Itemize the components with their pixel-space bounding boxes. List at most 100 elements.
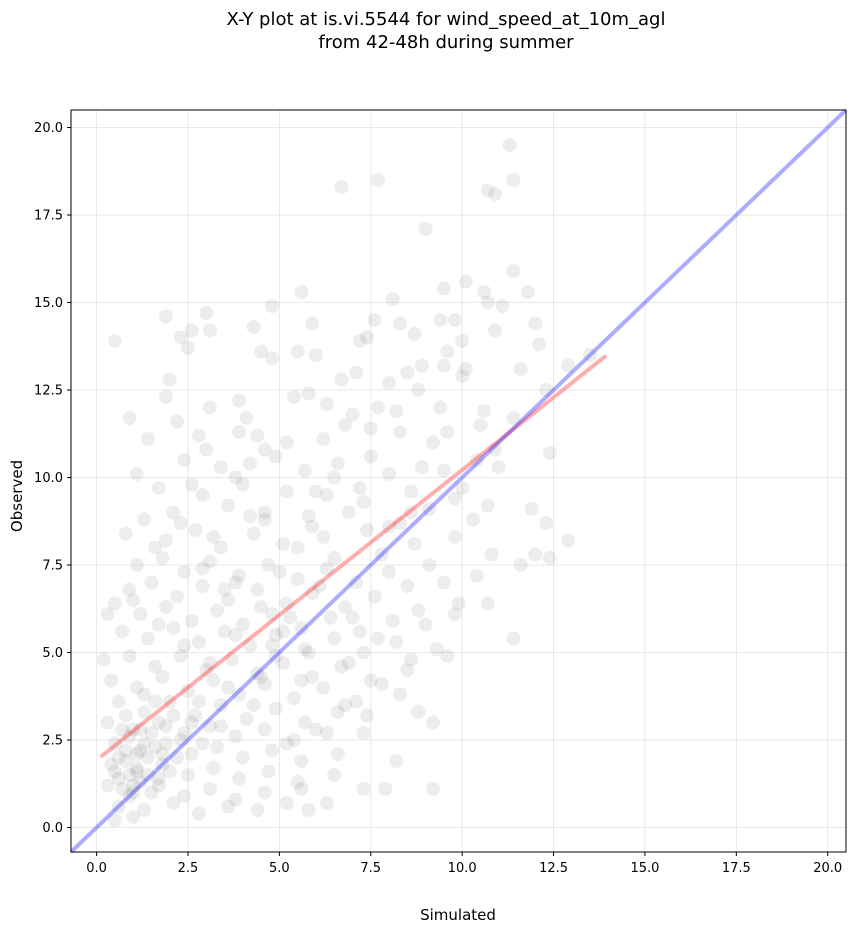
data-point xyxy=(213,540,228,555)
data-point xyxy=(400,365,415,380)
data-point xyxy=(206,673,221,688)
data-point xyxy=(254,670,269,684)
data-point xyxy=(290,572,305,586)
data-point xyxy=(305,670,320,684)
data-point xyxy=(155,747,170,761)
data-point xyxy=(338,698,353,712)
data-point xyxy=(100,607,115,621)
data-point xyxy=(290,775,305,789)
data-point xyxy=(524,502,539,516)
data-point xyxy=(144,785,159,800)
data-point xyxy=(257,785,272,800)
data-point xyxy=(440,649,455,663)
data-point xyxy=(104,673,119,688)
data-point xyxy=(338,600,353,614)
data-point xyxy=(173,330,188,345)
data-point xyxy=(148,694,163,709)
data-point xyxy=(436,358,451,373)
data-point xyxy=(319,397,334,411)
data-point xyxy=(425,435,440,450)
x-tick-label: 10.0 xyxy=(448,861,477,876)
data-point xyxy=(411,383,426,397)
data-point xyxy=(411,705,426,719)
data-point xyxy=(246,698,261,712)
data-point xyxy=(352,334,367,348)
data-point xyxy=(349,694,364,709)
data-point xyxy=(166,505,181,520)
data-point xyxy=(393,516,408,530)
data-point xyxy=(144,575,159,590)
data-point xyxy=(506,173,521,187)
data-point xyxy=(151,715,166,730)
data-point xyxy=(389,754,404,768)
data-point xyxy=(188,523,203,537)
data-point xyxy=(393,316,408,331)
data-point xyxy=(294,754,309,768)
data-point xyxy=(301,645,316,660)
data-point xyxy=(235,477,250,492)
data-point xyxy=(177,565,192,579)
data-point xyxy=(221,498,236,513)
data-point xyxy=(480,596,495,611)
data-point xyxy=(122,582,137,597)
data-point xyxy=(279,736,294,751)
data-point xyxy=(184,747,199,761)
data-point xyxy=(389,404,404,418)
y-tick-label: 12.5 xyxy=(34,384,63,399)
data-point xyxy=(159,736,174,751)
data-point xyxy=(202,554,217,569)
data-point xyxy=(228,792,243,807)
data-point xyxy=(488,323,503,338)
data-point xyxy=(528,547,543,562)
data-point xyxy=(107,334,122,348)
data-point xyxy=(436,575,451,590)
data-point xyxy=(319,561,334,576)
data-point xyxy=(352,624,367,639)
data-point xyxy=(206,530,221,544)
data-point xyxy=(458,362,473,376)
data-point xyxy=(148,659,163,674)
data-point xyxy=(319,796,334,810)
data-point xyxy=(151,481,166,495)
x-tick-label: 7.5 xyxy=(360,861,381,876)
data-point xyxy=(385,292,400,306)
data-point xyxy=(294,673,309,688)
trend-line xyxy=(100,354,607,758)
data-point xyxy=(140,631,155,646)
data-point xyxy=(170,414,185,429)
data-point xyxy=(341,656,356,670)
data-point xyxy=(447,530,462,544)
data-point xyxy=(250,666,265,681)
x-tick-label: 2.5 xyxy=(178,861,199,876)
data-point xyxy=(235,750,250,765)
plot-frame xyxy=(70,109,847,853)
data-point xyxy=(159,533,174,548)
data-point xyxy=(520,285,535,299)
data-point xyxy=(531,337,546,352)
data-point xyxy=(319,488,334,502)
data-point xyxy=(129,558,144,572)
data-point xyxy=(129,764,144,779)
y-tick-label: 20.0 xyxy=(34,121,63,136)
data-point xyxy=(232,771,247,786)
data-point xyxy=(502,138,517,152)
y-tick-label: 17.5 xyxy=(34,209,63,224)
y-axis-ticks: 0.0 2.5 5.0 7.5 10.0 12.5 15.0 17.5 20.0 xyxy=(34,121,71,836)
data-point xyxy=(96,652,111,667)
data-point xyxy=(363,421,378,436)
data-point xyxy=(305,519,320,534)
y-tick-label: 0.0 xyxy=(42,821,63,836)
data-point xyxy=(159,390,174,404)
data-point xyxy=(144,726,159,740)
data-point xyxy=(374,547,389,562)
data-point xyxy=(371,631,386,646)
data-point xyxy=(422,502,437,516)
data-point xyxy=(191,635,206,649)
chart-title-line-1: X-Y plot at is.vi.5544 for wind_speed_at… xyxy=(227,9,666,30)
data-point xyxy=(447,491,462,506)
data-point xyxy=(107,736,122,751)
data-point xyxy=(276,656,291,670)
data-point xyxy=(455,481,470,495)
y-tick-label: 7.5 xyxy=(42,559,63,574)
data-point xyxy=(488,187,503,201)
